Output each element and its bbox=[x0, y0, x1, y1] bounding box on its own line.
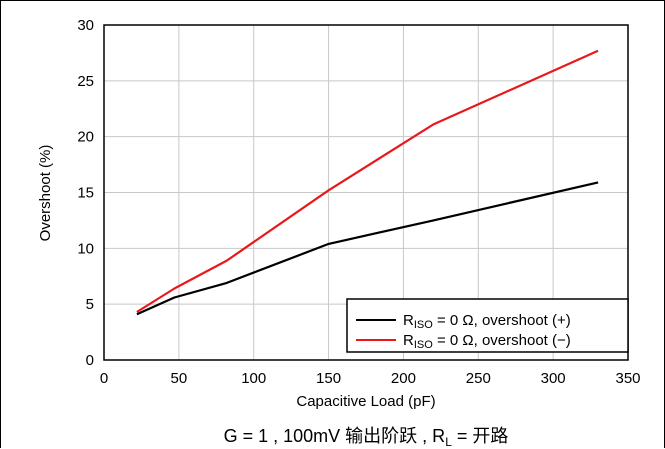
x-tick-label: 300 bbox=[541, 370, 566, 387]
legend: RISO = 0 Ω, overshoot (+) RISO = 0 Ω, ov… bbox=[346, 298, 629, 353]
x-tick-label: 250 bbox=[466, 370, 491, 387]
series-line-overshoot-minus bbox=[136, 49, 599, 313]
x-tick-label: 100 bbox=[241, 370, 266, 387]
tick-labels: 0 50 100 150 200 250 300 350 0 5 10 15 20 25 30 bbox=[77, 17, 640, 387]
figure-caption: G = 1 , 100mV 输出阶跃 , RL = 开路 bbox=[224, 426, 509, 449]
legend-box bbox=[346, 298, 629, 353]
series-lines bbox=[136, 49, 599, 316]
x-tick-label: 0 bbox=[100, 370, 108, 387]
y-axis-label: Overshoot (%) bbox=[37, 145, 54, 242]
y-tick-label: 5 bbox=[86, 296, 94, 313]
y-tick-label: 10 bbox=[77, 240, 94, 257]
legend-label-overshoot-plus: RISO = 0 Ω, overshoot (+) bbox=[403, 312, 571, 331]
legend-label-overshoot-minus: RISO = 0 Ω, overshoot (−) bbox=[403, 332, 571, 351]
plot-area-border bbox=[103, 24, 629, 361]
x-tick-label: 200 bbox=[391, 370, 416, 387]
x-axis-label: Capacitive Load (pF) bbox=[296, 393, 435, 410]
series-line-overshoot-plus bbox=[136, 181, 599, 316]
x-tick-label: 50 bbox=[171, 370, 188, 387]
x-tick-label: 350 bbox=[615, 370, 640, 387]
y-tick-label: 30 bbox=[77, 17, 94, 34]
y-tick-label: 15 bbox=[77, 185, 94, 202]
grid bbox=[104, 25, 628, 360]
y-tick-label: 25 bbox=[77, 73, 94, 90]
x-tick-label: 150 bbox=[316, 370, 341, 387]
y-tick-label: 20 bbox=[77, 129, 94, 146]
y-tick-label: 0 bbox=[86, 352, 94, 369]
